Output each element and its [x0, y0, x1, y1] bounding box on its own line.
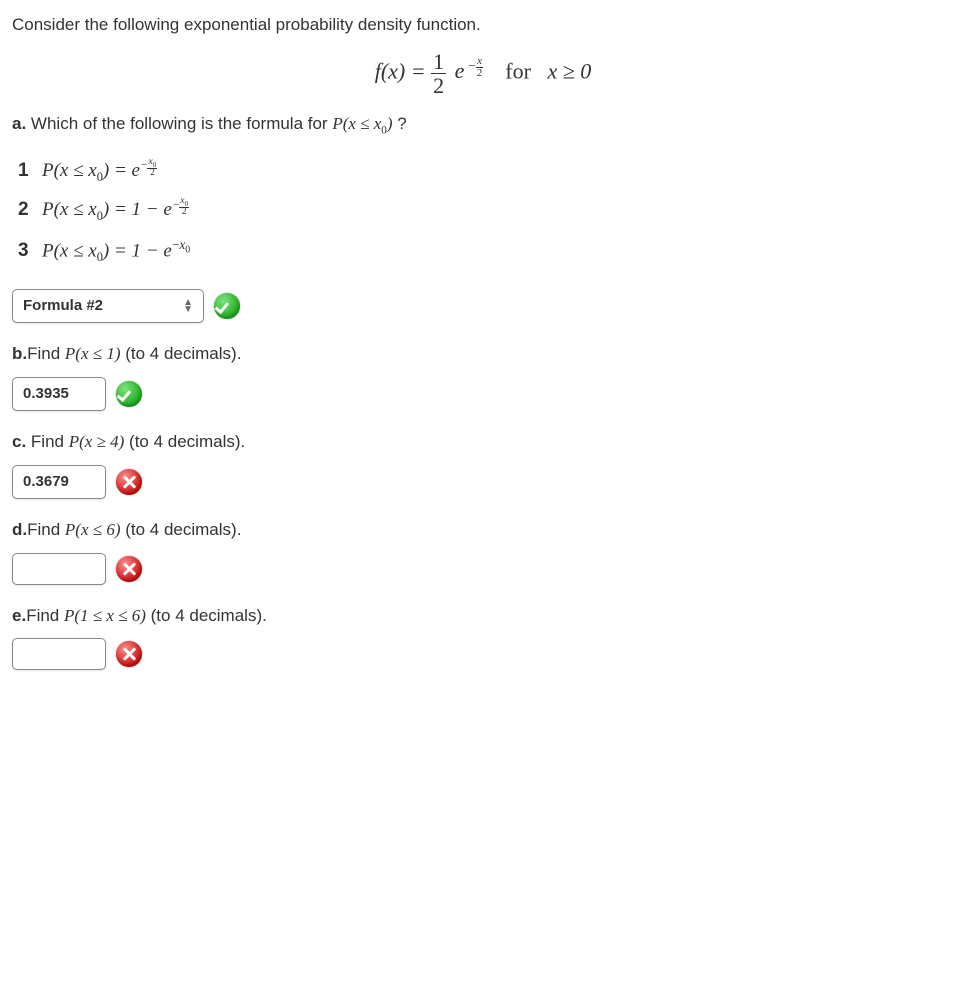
part-c-input[interactable]: 0.3679 [12, 465, 106, 500]
part-b-question: b.Find P(x ≤ 1) (to 4 decimals). [12, 341, 954, 367]
option-2-mid: ) = 1 − e [103, 199, 172, 220]
option-2: 2 P(x ≤ x0) = 1 − e−x02 [18, 196, 954, 225]
option-2-num: 2 [18, 196, 42, 225]
part-b-answer-row: 0.3935 [12, 377, 954, 412]
option-1: 1 P(x ≤ x0) = e−x02 [18, 157, 954, 186]
pdf-exp-frac: x2 [476, 56, 484, 79]
part-b-expr: P(x ≤ 1) [65, 344, 121, 363]
part-d-question: d.Find P(x ≤ 6) (to 4 decimals). [12, 517, 954, 543]
pdf-func: f(x) = [375, 58, 426, 83]
part-c-after: (to 4 decimals). [124, 432, 245, 451]
part-a-options: 1 P(x ≤ x0) = e−x02 2 P(x ≤ x0) = 1 − e−… [18, 157, 954, 267]
part-b-label: b. [12, 344, 27, 363]
part-b-value: 0.3935 [23, 383, 69, 406]
part-a-after: ? [393, 114, 407, 133]
x-icon [116, 556, 142, 582]
part-e-answer-row [12, 638, 954, 670]
part-a-question: a. Which of the following is the formula… [12, 111, 954, 139]
part-c-question: c. Find P(x ≥ 4) (to 4 decimals). [12, 429, 954, 455]
option-1-mid: ) = e [103, 160, 140, 181]
option-1-num: 1 [18, 157, 42, 186]
part-a-answer-row: Formula #2 ▲▼ [12, 289, 954, 324]
option-2-expden: 2 [179, 208, 189, 218]
part-b-input[interactable]: 0.3935 [12, 377, 106, 412]
option-3-symsub: 0 [185, 245, 190, 256]
pdf-formula: f(x) = 1 2 e−x2 for x ≥ 0 [12, 50, 954, 97]
part-e-after: (to 4 decimals). [146, 606, 267, 625]
part-c-value: 0.3679 [23, 471, 69, 494]
part-e-input[interactable] [12, 638, 106, 670]
option-3-lhs: P(x ≤ x [42, 241, 97, 262]
check-icon [116, 381, 142, 407]
option-2-lhs: P(x ≤ x [42, 199, 97, 220]
part-d-after: (to 4 decimals). [121, 520, 242, 539]
pdf-exp-num: x [477, 55, 482, 67]
part-e-text: Find [26, 606, 64, 625]
part-c-expr: P(x ≥ 4) [69, 432, 125, 451]
option-3: 3 P(x ≤ x0) = 1 − e−x0 [18, 235, 954, 267]
part-b-text: Find [27, 344, 65, 363]
x-icon [116, 469, 142, 495]
part-a-label: a. [12, 114, 26, 133]
part-d-answer-row [12, 553, 954, 585]
part-c-answer-row: 0.3679 [12, 465, 954, 500]
part-a-text: Which of the following is the formula fo… [26, 114, 332, 133]
part-d-expr: P(x ≤ 6) [65, 520, 121, 539]
x-icon [116, 641, 142, 667]
pdf-cond: x ≥ 0 [547, 58, 591, 83]
part-c-text: Find [26, 432, 69, 451]
intro-text: Consider the following exponential proba… [12, 12, 954, 38]
pdf-coef-num: 1 [431, 50, 446, 74]
pdf-coef-den: 2 [431, 74, 446, 97]
pdf-exp-den: 2 [476, 68, 484, 79]
part-e-question: e.Find P(1 ≤ x ≤ 6) (to 4 decimals). [12, 603, 954, 629]
option-1-lhs: P(x ≤ x [42, 160, 97, 181]
pdf-exp-neg: − [468, 58, 475, 73]
part-e-label: e. [12, 606, 26, 625]
option-3-mid: ) = 1 − e [103, 241, 172, 262]
part-c-label: c. [12, 432, 26, 451]
part-d-input[interactable] [12, 553, 106, 585]
part-e-expr: P(1 ≤ x ≤ 6) [64, 606, 146, 625]
pdf-for: for [505, 58, 531, 83]
check-icon [214, 293, 240, 319]
part-a-expr: P(x ≤ x [332, 114, 381, 133]
part-a-select-value: Formula #2 [23, 295, 103, 318]
part-a-select[interactable]: Formula #2 ▲▼ [12, 289, 204, 324]
chevron-updown-icon: ▲▼ [183, 299, 193, 313]
part-b-after: (to 4 decimals). [121, 344, 242, 363]
pdf-coef-frac: 1 2 [431, 50, 446, 97]
part-d-text: Find [27, 520, 65, 539]
option-1-expden: 2 [147, 169, 157, 179]
part-d-label: d. [12, 520, 27, 539]
option-3-num: 3 [18, 237, 42, 266]
